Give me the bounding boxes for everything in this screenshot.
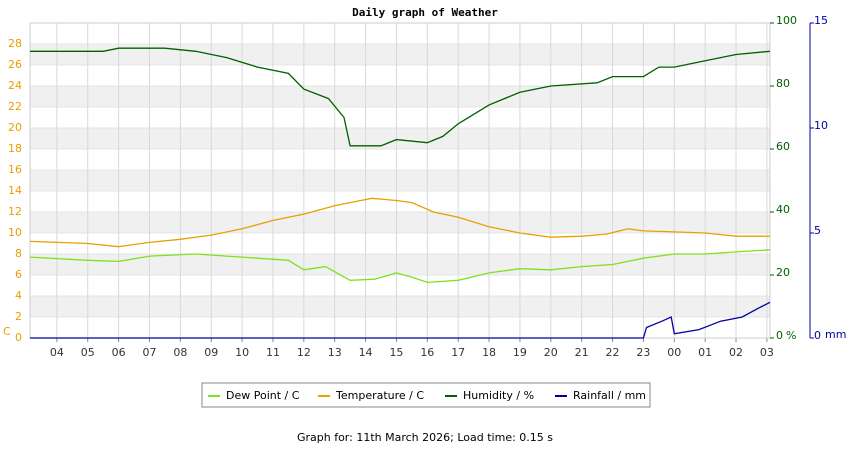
legend-label: Rainfall / mm bbox=[573, 389, 646, 402]
y-tick-label: 2 bbox=[15, 310, 22, 323]
x-tick-label: 22 bbox=[606, 346, 620, 359]
x-tick-label: 21 bbox=[575, 346, 589, 359]
y-tick-label: 24 bbox=[8, 79, 22, 92]
x-tick-label: 12 bbox=[297, 346, 311, 359]
x-tick-label: 19 bbox=[513, 346, 527, 359]
x-tick-label: 04 bbox=[50, 346, 64, 359]
series-line bbox=[29, 249, 771, 284]
series-line bbox=[30, 301, 771, 339]
x-tick-label: 14 bbox=[359, 346, 373, 359]
footer: Graph for: 11th March 2026; Load time: 0… bbox=[297, 431, 553, 444]
x-tick-label: 10 bbox=[235, 346, 249, 359]
y-tick-label: 20 bbox=[8, 121, 22, 134]
y3-unit: mm bbox=[825, 328, 846, 341]
grid-band bbox=[30, 128, 770, 149]
x-tick-label: 07 bbox=[142, 346, 156, 359]
y-tick-label: 12 bbox=[8, 205, 22, 218]
y-tick-label: 16 bbox=[8, 163, 22, 176]
series-line bbox=[30, 47, 771, 147]
grid-band bbox=[30, 212, 770, 233]
x-tick-label: 23 bbox=[636, 346, 650, 359]
y-unit: C bbox=[3, 325, 11, 338]
x-tick-label: 05 bbox=[81, 346, 95, 359]
legend-label: Temperature / C bbox=[335, 389, 424, 402]
y3-tick-label: 15 bbox=[814, 14, 828, 27]
y-tick-label: 10 bbox=[8, 226, 22, 239]
y-tick-label: 6 bbox=[15, 268, 22, 281]
y-tick-label: 26 bbox=[8, 58, 22, 71]
x-tick-label: 20 bbox=[544, 346, 558, 359]
grid-band bbox=[30, 44, 770, 65]
y2-tick-label: 80 bbox=[776, 77, 790, 90]
y3-tick-label: 0 bbox=[814, 329, 821, 342]
x-tick-label: 13 bbox=[328, 346, 342, 359]
x-tick-label: 01 bbox=[698, 346, 712, 359]
x-tick-label: 03 bbox=[760, 346, 774, 359]
y-tick-label: 18 bbox=[8, 142, 22, 155]
x-tick-label: 09 bbox=[204, 346, 218, 359]
x-tick-label: 16 bbox=[420, 346, 434, 359]
grid-band bbox=[30, 170, 770, 191]
y-tick-label: 28 bbox=[8, 37, 22, 50]
y2-tick-label: 20 bbox=[776, 266, 790, 279]
y2-tick-label: 100 bbox=[776, 14, 797, 27]
y-tick-label: 22 bbox=[8, 100, 22, 113]
x-tick-label: 15 bbox=[389, 346, 403, 359]
grid-band bbox=[30, 86, 770, 107]
x-tick-label: 11 bbox=[266, 346, 280, 359]
grid-band bbox=[30, 296, 770, 317]
x-tick-label: 02 bbox=[729, 346, 743, 359]
x-tick-label: 08 bbox=[173, 346, 187, 359]
y2-tick-label: 40 bbox=[776, 203, 790, 216]
y-tick-label: 0 bbox=[15, 331, 22, 344]
x-tick-label: 06 bbox=[112, 346, 126, 359]
y2-tick-label: 60 bbox=[776, 140, 790, 153]
y-tick-label: 8 bbox=[15, 247, 22, 260]
y-tick-label: 14 bbox=[8, 184, 22, 197]
x-tick-label: 17 bbox=[451, 346, 465, 359]
y3-tick-label: 10 bbox=[814, 119, 828, 132]
grid-band bbox=[30, 254, 770, 275]
y3-tick-label: 5 bbox=[814, 224, 821, 237]
chart-title: Daily graph of Weather bbox=[352, 6, 498, 19]
x-tick-label: 00 bbox=[667, 346, 681, 359]
legend-label: Dew Point / C bbox=[226, 389, 300, 402]
y2-unit: % bbox=[786, 329, 796, 342]
y-tick-label: 4 bbox=[15, 289, 22, 302]
y2-tick-label: 0 bbox=[776, 329, 783, 342]
series-line bbox=[29, 197, 770, 248]
legend-label: Humidity / % bbox=[463, 389, 534, 402]
x-tick-label: 18 bbox=[482, 346, 496, 359]
legend-box bbox=[201, 382, 651, 408]
